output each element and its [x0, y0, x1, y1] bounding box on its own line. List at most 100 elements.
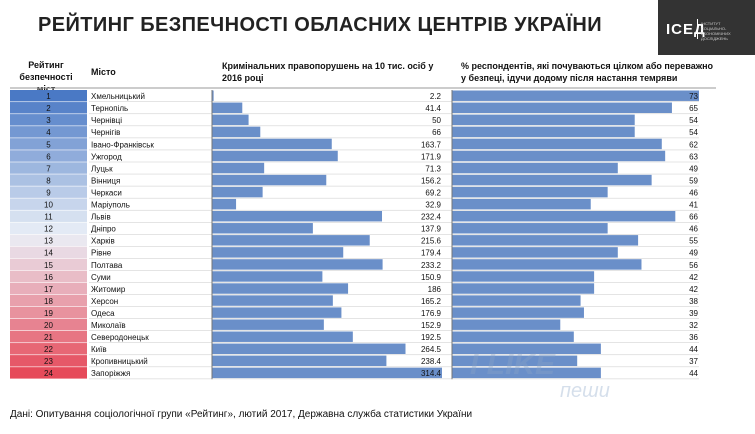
- crime-bar: [212, 271, 323, 282]
- city-label: Одеса: [91, 309, 115, 318]
- safe-bar: [452, 307, 584, 318]
- rank-cell: [10, 294, 87, 307]
- crime-value-label: 2.2: [430, 92, 442, 101]
- rank-cell: [10, 126, 87, 138]
- rank-label: 11: [44, 213, 53, 222]
- safe-bar: [452, 319, 561, 330]
- rank-cell: [10, 306, 87, 319]
- safe-value-label: 49: [689, 249, 698, 258]
- rank-label: 10: [44, 201, 53, 210]
- crime-bar: [212, 198, 237, 210]
- chart-title: РЕЙТИНГ БЕЗПЕЧНОСТІ ОБЛАСНИХ ЦЕНТРІВ УКР…: [38, 14, 602, 36]
- rank-label: 21: [44, 333, 53, 342]
- safe-value-label: 37: [689, 357, 698, 366]
- safe-value-label: 46: [689, 188, 698, 197]
- safe-bar: [452, 259, 642, 270]
- city-label: Житомир: [91, 285, 126, 294]
- crime-bar: [212, 247, 344, 258]
- safe-value-label: 59: [689, 176, 698, 185]
- safe-value-label: 66: [689, 213, 698, 222]
- rank-cell: [10, 114, 87, 126]
- safe-value-label: 44: [689, 369, 698, 378]
- crime-value-label: 156.2: [421, 176, 442, 185]
- safe-bar: [452, 186, 608, 198]
- city-label: Черкаси: [91, 188, 122, 197]
- crime-bar: [212, 211, 383, 222]
- rank-cell: [10, 210, 87, 222]
- safe-bar: [452, 271, 595, 282]
- city-label: Луцьк: [91, 164, 113, 173]
- rank-label: 14: [44, 249, 53, 258]
- crime-bar: [212, 367, 442, 379]
- crime-bar: [212, 343, 406, 354]
- city-label: Хмельницький: [91, 92, 145, 101]
- rank-cell: [10, 162, 87, 174]
- safe-value-label: 56: [689, 261, 698, 270]
- safe-bar: [452, 343, 601, 354]
- crime-bar: [212, 174, 327, 186]
- city-label: Маріуполь: [91, 201, 130, 210]
- safe-value-label: 49: [689, 164, 698, 173]
- city-label: Дніпро: [91, 225, 116, 234]
- crime-value-label: 163.7: [421, 140, 442, 149]
- safe-value-label: 39: [689, 309, 698, 318]
- rank-cell: [10, 198, 87, 210]
- city-label: Ужгород: [91, 152, 122, 161]
- rank-label: 5: [46, 140, 51, 149]
- rank-label: 8: [46, 176, 51, 185]
- safe-bar: [452, 174, 652, 186]
- city-label: Київ: [91, 345, 107, 354]
- rank-cell: [10, 282, 87, 295]
- safe-value-label: 54: [689, 128, 698, 137]
- city-label: Миколаїв: [91, 321, 126, 330]
- rank-label: 1: [46, 92, 51, 101]
- rank-label: 16: [44, 273, 53, 282]
- rank-cell: [10, 270, 87, 283]
- city-label: Тернопіль: [91, 104, 128, 113]
- rank-label: 20: [44, 321, 53, 330]
- safe-value-label: 54: [689, 116, 698, 125]
- safe-bar: [452, 102, 672, 113]
- header-city: Місто: [91, 67, 116, 77]
- crime-value-label: 66: [432, 128, 441, 137]
- rank-label: 6: [46, 152, 51, 161]
- city-label: Львів: [91, 213, 111, 222]
- crime-value-label: 152.9: [421, 321, 442, 330]
- safe-value-label: 55: [689, 237, 698, 246]
- city-label: Полтава: [91, 261, 123, 270]
- safe-value-label: 36: [689, 333, 698, 342]
- crime-value-label: 186: [428, 285, 442, 294]
- crime-bar: [212, 150, 338, 162]
- safe-bar: [452, 223, 608, 234]
- safe-bar: [452, 247, 618, 258]
- logo-wordmark: ІСЕД: [666, 21, 706, 38]
- rank-cell: [10, 174, 87, 186]
- footnote: Дані: Опитування соціологічної групи «Ре…: [10, 409, 473, 420]
- header-crime: Кримінальних правопорушень на 10 тис. ос…: [222, 61, 434, 83]
- watermark-main: I LIKE: [470, 348, 556, 381]
- rank-label: 23: [44, 357, 53, 366]
- city-label: Вінниця: [91, 176, 120, 185]
- safe-bar: [452, 138, 662, 150]
- safe-bar: [452, 150, 666, 162]
- city-label: Кропивницький: [91, 357, 148, 366]
- rank-label: 15: [44, 261, 53, 270]
- safe-value-label: 42: [689, 273, 698, 282]
- safe-value-label: 62: [689, 140, 698, 149]
- rank-cell: [10, 234, 87, 247]
- rank-label: 19: [44, 309, 53, 318]
- watermark-sub: пеши: [560, 380, 610, 402]
- rank-label: 2: [46, 104, 51, 113]
- crime-value-label: 41.4: [425, 104, 441, 113]
- crime-value-label: 137.9: [421, 225, 442, 234]
- crime-value-label: 50: [432, 116, 441, 125]
- rank-cell: [10, 318, 87, 331]
- crime-value-label: 233.2: [421, 261, 442, 270]
- safe-bar: [452, 114, 635, 126]
- crime-value-label: 32.9: [425, 201, 441, 210]
- crime-bar: [212, 235, 370, 246]
- crime-bar: [212, 283, 349, 294]
- rank-cell: [10, 355, 87, 367]
- rank-cell: [10, 150, 87, 162]
- rank-cell: [10, 246, 87, 259]
